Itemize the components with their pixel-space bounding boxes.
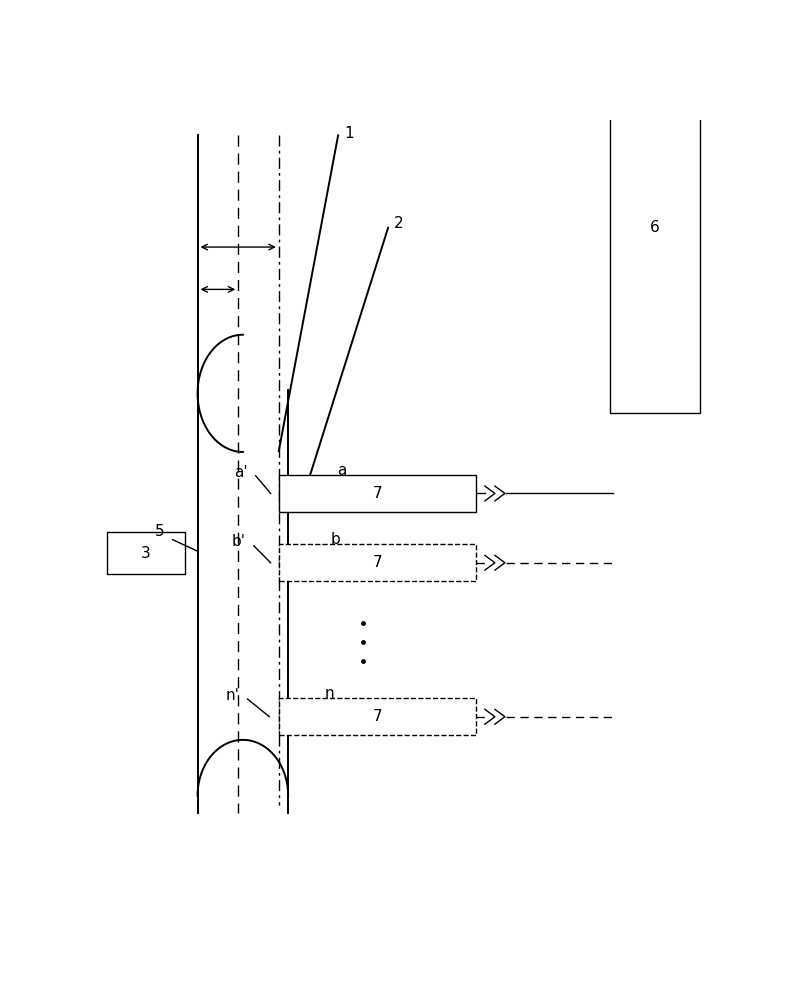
Bar: [279, 698, 476, 735]
Text: 5: 5: [156, 524, 165, 539]
Text: a: a: [337, 463, 347, 478]
Bar: [279, 475, 476, 512]
Text: n': n': [226, 688, 239, 703]
Text: 3: 3: [141, 546, 151, 561]
Text: b: b: [330, 532, 340, 547]
Text: 7: 7: [372, 555, 382, 570]
Bar: [610, 12, 700, 413]
Text: 6: 6: [650, 220, 660, 235]
Text: 2: 2: [394, 216, 404, 231]
Bar: [279, 544, 476, 581]
Bar: [107, 532, 185, 574]
Text: b': b': [231, 534, 246, 549]
Text: 7: 7: [372, 486, 382, 501]
Text: 7: 7: [372, 709, 382, 724]
Text: 1: 1: [344, 126, 354, 141]
Text: a': a': [234, 465, 247, 480]
Text: n: n: [324, 686, 334, 701]
